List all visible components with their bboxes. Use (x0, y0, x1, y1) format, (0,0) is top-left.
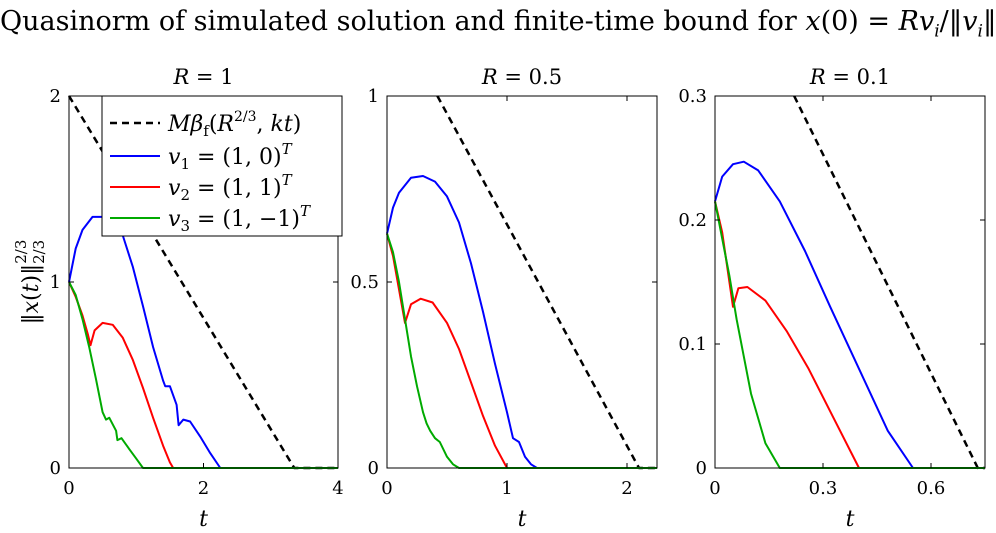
legend-box (101, 95, 343, 237)
legend-label-v3: v3 = (1, −1)T (168, 202, 311, 235)
series-line-3-4 (714, 201, 985, 469)
plot-frame (714, 95, 986, 469)
y-tick-label: 0.3 (678, 86, 707, 107)
y-tick-label: 0.1 (678, 334, 707, 355)
legend-label-v2: v2 = (1, 1)T (168, 171, 293, 204)
y-tick-label: 0 (368, 458, 379, 479)
x-tick-label: 0.6 (917, 478, 946, 499)
legend-label-v1: v1 = (1, 0)T (168, 140, 293, 173)
panel-title: R = 1 (172, 65, 233, 89)
x-axis-label: t (846, 507, 855, 532)
legend: Mβf(R2/3, kt) v1 = (1, 0)T v2 = (1, 1)T … (101, 95, 343, 237)
y-tick-label: 1 (50, 272, 61, 293)
x-tick-label: 0 (709, 478, 720, 499)
x-tick-label: 0.3 (809, 478, 838, 499)
x-tick-label: 0 (63, 478, 74, 499)
panel-2: 0 1 2 0 0.5 1 R = 0.5 t (350, 65, 658, 532)
x-tick-label: 2 (198, 478, 209, 499)
y-tick-label: 0.5 (350, 272, 379, 293)
panel-3: 0 0.3 0.6 0 0.1 0.2 0.3 R = 0.1 t (678, 65, 986, 532)
x-axis-label: t (518, 507, 527, 532)
series-line-1-2 (68, 215, 338, 469)
x-axis-label: t (199, 507, 208, 532)
series-line-2-4 (386, 233, 657, 469)
series-line-3-3 (714, 201, 985, 469)
x-tick-label: 2 (621, 478, 632, 499)
series-line-1-3 (68, 281, 338, 469)
x-tick-label: 4 (332, 478, 343, 499)
plot-frame (386, 95, 658, 469)
panel-title: R = 0.5 (481, 65, 562, 89)
series-line-1-4 (68, 281, 338, 469)
y-tick-label: 0 (50, 458, 61, 479)
y-tick-label: 0 (696, 458, 707, 479)
series-line-2-1 (436, 95, 657, 470)
y-tick-label: 2 (50, 86, 61, 107)
x-tick-label: 0 (381, 478, 392, 499)
series-line-2-3 (386, 233, 657, 469)
figure-title: Quasinorm of simulated solution and fini… (0, 6, 996, 42)
y-tick-label: 0.2 (678, 210, 707, 231)
panel-title: R = 0.1 (809, 65, 890, 89)
x-tick-label: 1 (501, 478, 512, 499)
legend-label-bound: Mβf(R2/3, kt) (167, 109, 301, 140)
series-line-3-2 (714, 160, 985, 469)
series-line-2-2 (386, 175, 657, 469)
series-line-3-1 (793, 95, 985, 470)
y-axis-label: ‖x(t)‖2/32/3 (12, 240, 48, 325)
y-tick-label: 1 (368, 86, 379, 107)
